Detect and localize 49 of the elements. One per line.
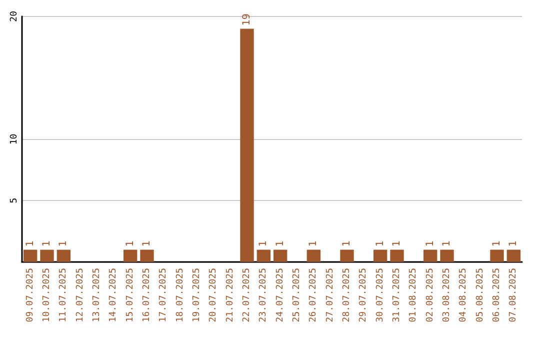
x-tick-label: 25.07.2025 [292, 268, 302, 322]
x-tick-label: 01.08.2025 [408, 268, 419, 322]
data-label: 1 [342, 240, 352, 247]
x-tick-label: 28.07.2025 [342, 268, 352, 322]
data-label: 1 [274, 240, 286, 247]
x-tick-label: 03.08.2025 [442, 268, 452, 322]
data-label: 1 [508, 240, 520, 247]
x-tick-label: 10.07.2025 [42, 268, 52, 322]
data-label: 1 [142, 240, 152, 247]
data-label: 1 [124, 240, 136, 247]
x-tick-label: 17.07.2025 [158, 268, 169, 322]
x-tick-label: 27.07.2025 [325, 268, 336, 322]
x-tick-label: 14.07.2025 [108, 268, 119, 322]
data-label: 1 [258, 240, 270, 247]
x-tick-label: 06.08.2025 [492, 268, 502, 322]
data-label: 1 [492, 240, 502, 247]
x-tick-label: 24.07.2025 [275, 268, 286, 322]
x-tick-label: 21.07.2025 [225, 268, 236, 322]
data-label: 1 [442, 240, 452, 247]
x-tick-label: 15.07.2025 [125, 268, 136, 322]
x-tick-label: 20.07.2025 [208, 268, 219, 322]
data-label: 1 [392, 240, 402, 247]
data-label: 1 [42, 240, 52, 247]
x-tick-label: 30.07.2025 [375, 268, 386, 322]
data-label: 1 [424, 240, 436, 247]
data-label: 1 [374, 240, 386, 247]
x-tick-label: 18.07.2025 [175, 268, 186, 322]
x-tick-label: 11.07.2025 [58, 268, 69, 322]
data-label: 19 [242, 14, 252, 26]
x-tick-label: 31.07.2025 [392, 268, 402, 322]
x-tick-label: 16.07.2025 [142, 268, 152, 322]
data-label: 1 [58, 240, 70, 247]
x-tick-label: 13.07.2025 [92, 268, 102, 322]
data-label: 1 [308, 240, 320, 247]
x-tick-label: 12.07.2025 [75, 268, 86, 322]
x-tick-label: 07.08.2025 [508, 268, 519, 322]
x-tick-label: 02.08.2025 [425, 268, 436, 322]
x-tick-label: 05.08.2025 [475, 268, 486, 322]
x-tick-label: 26.07.2025 [308, 268, 319, 322]
y-tick-label: 20 [10, 10, 20, 22]
data-label: 1 [24, 240, 36, 247]
x-tick-label: 09.07.2025 [25, 268, 36, 322]
x-tick-label: 19.07.2025 [192, 268, 202, 322]
x-tick-label: 22.07.2025 [242, 268, 252, 322]
x-tick-label: 04.08.2025 [458, 268, 469, 322]
x-tick-label: 23.07.2025 [258, 268, 269, 322]
x-tick-label: 29.07.2025 [358, 268, 369, 322]
y-tick-label: 5 [10, 198, 20, 204]
y-tick-label: 10 [10, 134, 20, 145]
